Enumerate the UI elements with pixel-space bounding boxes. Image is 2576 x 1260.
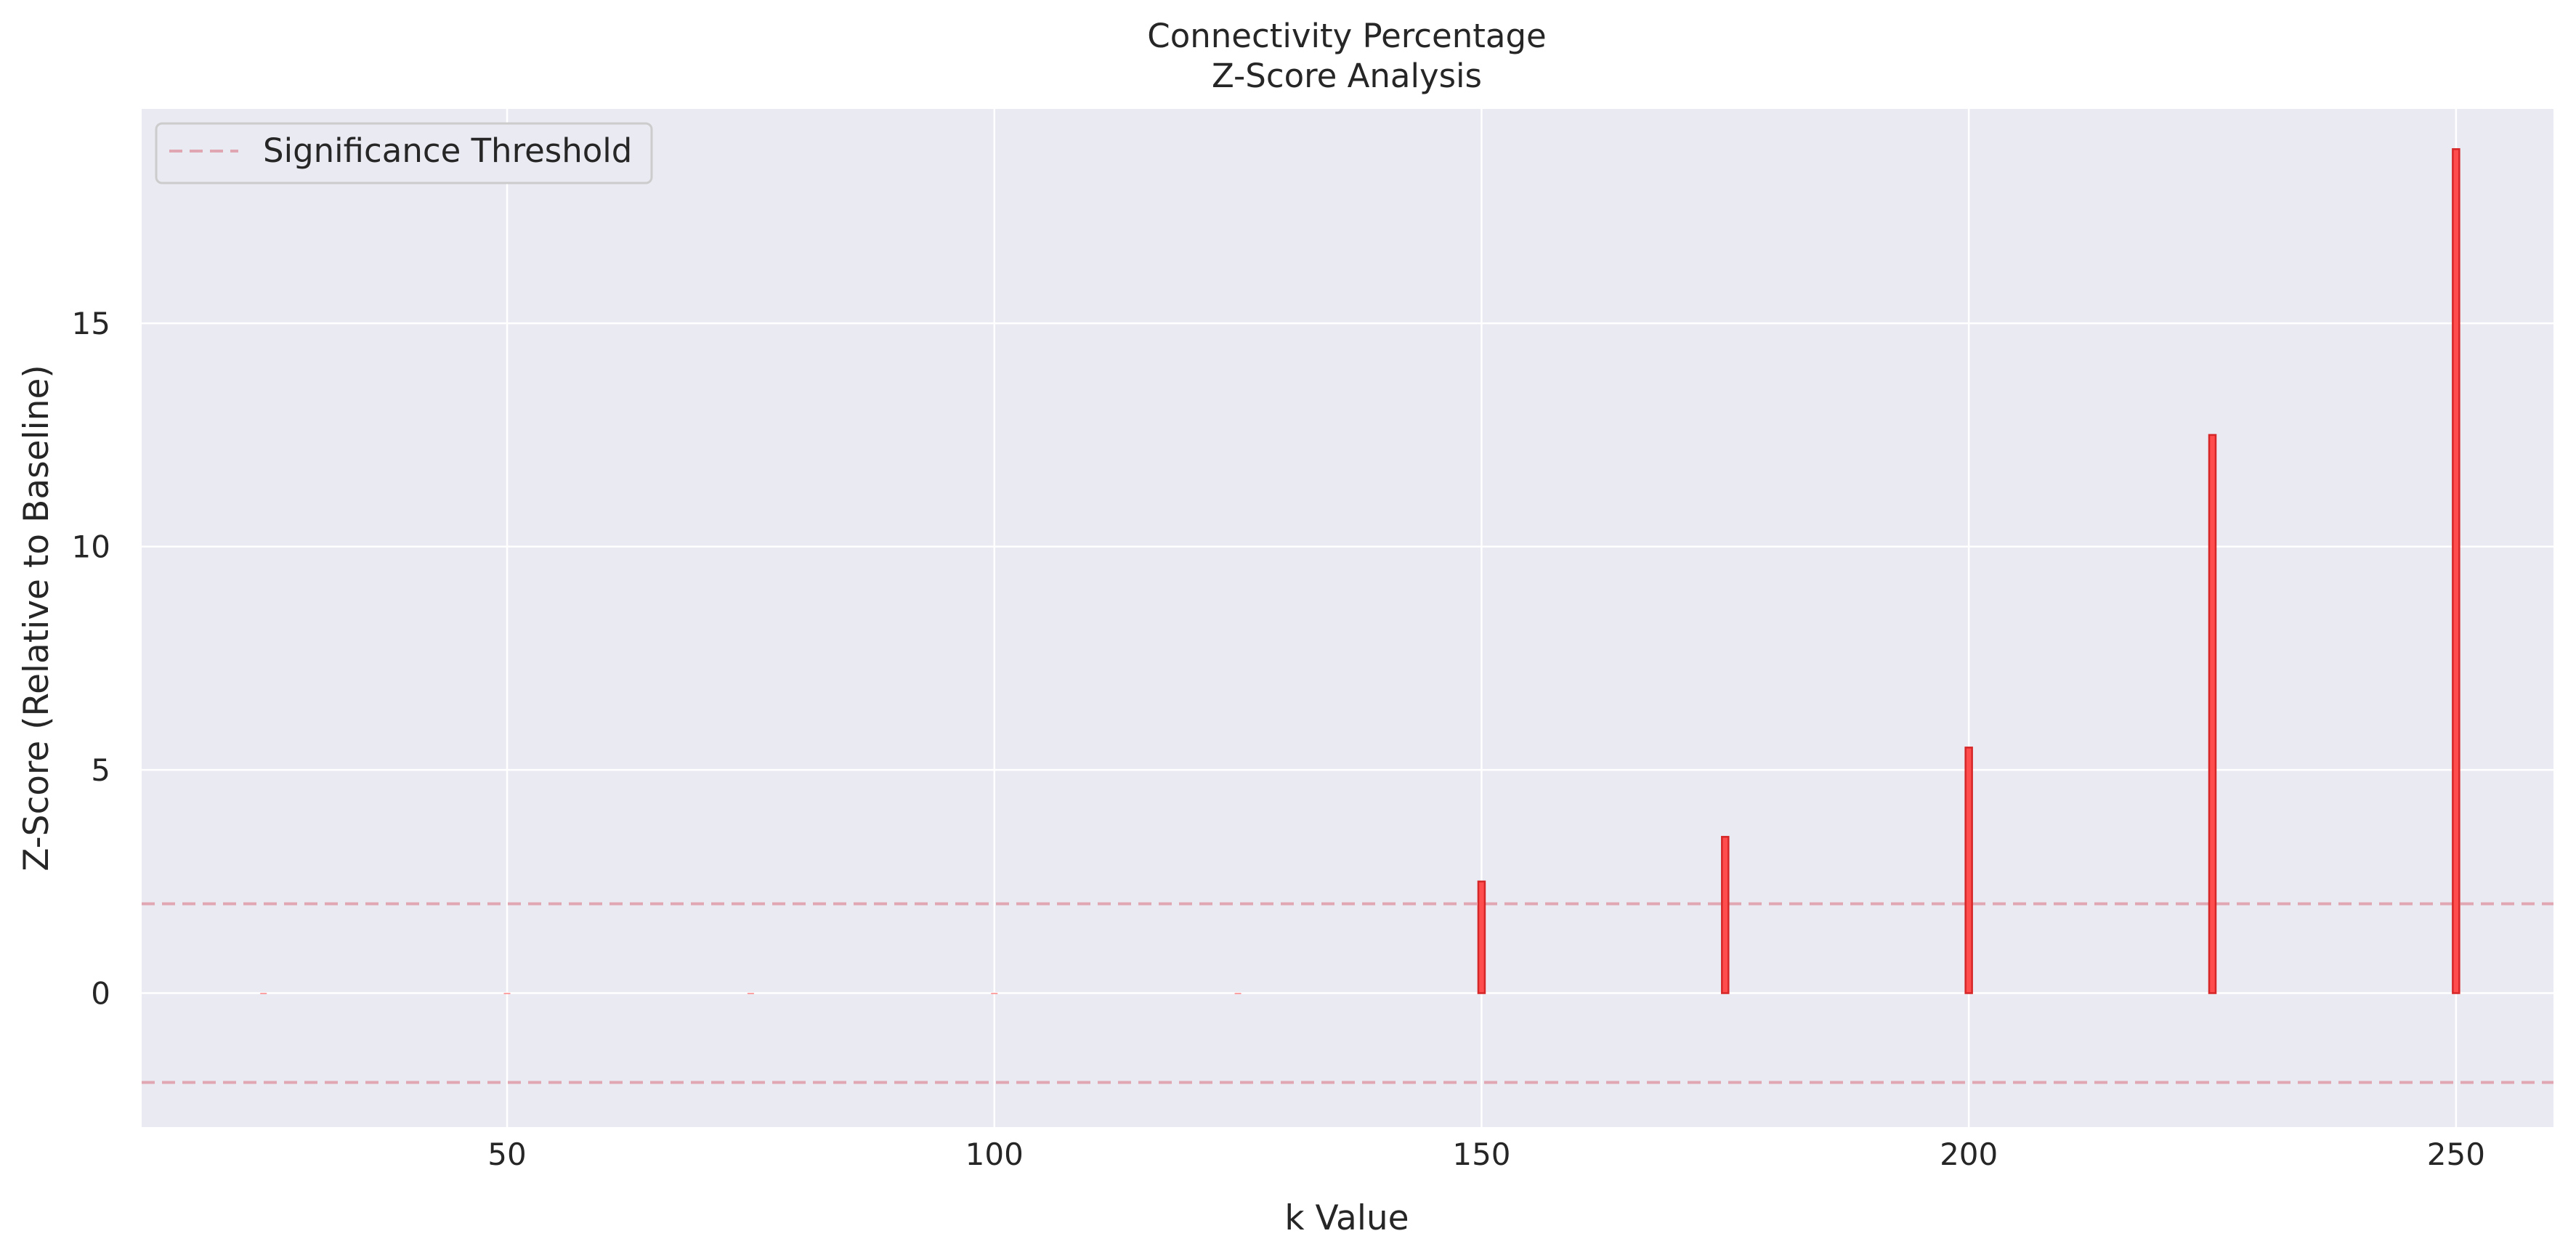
x-tick-label-150: 150 [1452, 1137, 1510, 1172]
legend-label: Significance Threshold [263, 131, 632, 170]
y-tick-label-5: 5 [91, 752, 110, 788]
y-tick-label-15: 15 [72, 306, 110, 341]
x-tick-label-250: 250 [2427, 1137, 2485, 1172]
bar-k-100 [991, 993, 998, 994]
legend: Significance Threshold [155, 122, 653, 184]
y-axis-label: Z-Score (Relative to Baseline) [17, 365, 57, 871]
x-tick-label-50: 50 [487, 1137, 526, 1172]
legend-box [155, 122, 653, 184]
chart-title-line-1: Connectivity Percentage [1147, 17, 1546, 55]
bar-k-175 [1721, 836, 1730, 994]
bar-k-50 [503, 993, 511, 994]
grid [142, 109, 2553, 1127]
bar-k-200 [1964, 747, 1973, 994]
bar-k-225 [2208, 434, 2217, 994]
tick-labels: 50 100 150 200 250 0 5 10 15 [72, 306, 2485, 1172]
bar-k-75 [747, 993, 754, 994]
threshold-lines [142, 902, 2553, 1084]
chart-title-line-2: Z-Score Analysis [1212, 57, 1482, 95]
bar-k-125 [1234, 993, 1242, 994]
y-tick-label-10: 10 [72, 529, 110, 565]
bars [260, 148, 2460, 994]
x-tick-label-200: 200 [1940, 1137, 1998, 1172]
x-axis-label: k Value [1284, 1198, 1409, 1238]
y-tick-label-0: 0 [91, 976, 110, 1012]
plot-area [142, 109, 2553, 1127]
x-tick-label-100: 100 [965, 1137, 1024, 1172]
bar-k-250 [2452, 148, 2460, 994]
bar-k-25 [260, 993, 267, 994]
bar-k-150 [1477, 880, 1486, 994]
